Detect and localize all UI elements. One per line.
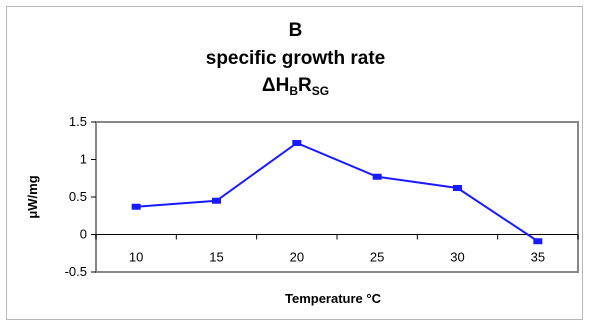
y-tick-label: -0.5: [65, 264, 87, 279]
y-axis: -0.5 0 0.5 1 1.5: [65, 114, 96, 279]
title-delta-h: ΔH: [261, 75, 290, 96]
x-axis-title: Temperature °C: [285, 291, 382, 306]
title-r: R: [297, 75, 312, 96]
x-axis: 10 15 20 25 30 35: [95, 234, 579, 265]
x-tick-label: 30: [450, 250, 464, 265]
data-point-marker: [131, 203, 141, 210]
y-axis-title: μW/mg: [25, 175, 40, 218]
series-line: [136, 141, 539, 243]
x-tick-label: 10: [129, 250, 143, 265]
chart-frame: [6, 6, 583, 320]
x-tick-label: 35: [531, 250, 545, 265]
chart-title-line3: ΔHBRSG: [0, 75, 591, 98]
chart-title-line1: B: [288, 20, 303, 41]
plot-area: [95, 121, 579, 273]
y-tick-label: 1.5: [69, 114, 87, 129]
title-subscript-b: B: [289, 84, 298, 98]
chart-title-line2: specific growth rate: [205, 48, 386, 69]
data-point-marker: [292, 140, 302, 146]
title-subscript-sg: SG: [311, 84, 330, 98]
x-tick-label: 25: [370, 250, 384, 265]
data-series: [131, 140, 543, 245]
data-point-marker: [212, 197, 221, 204]
x-tick-label: 20: [290, 250, 304, 265]
data-point-marker: [372, 173, 382, 180]
y-tick-label: 0: [80, 227, 87, 242]
data-point-marker: [453, 185, 462, 191]
y-tick-label: 1: [80, 152, 87, 167]
data-point-marker: [533, 238, 543, 245]
y-tick-label: 0.5: [69, 189, 87, 204]
x-tick-label: 15: [209, 250, 223, 265]
